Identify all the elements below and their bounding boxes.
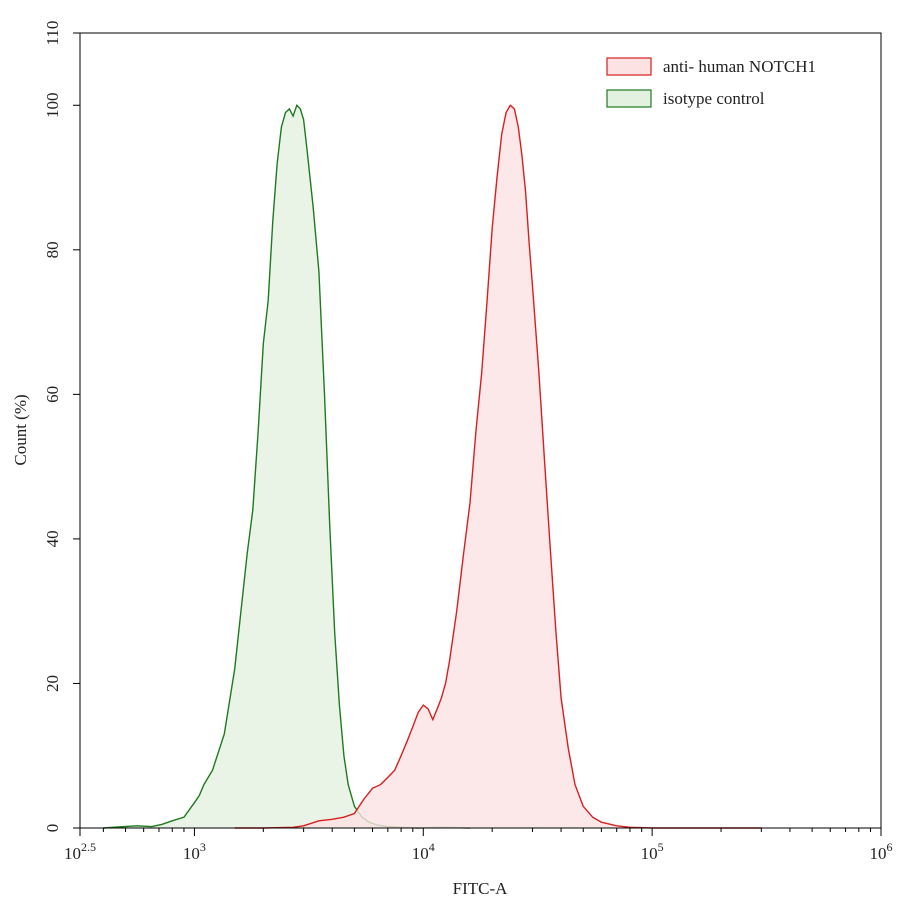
plot-frame (79, 32, 882, 829)
x-tick-label-3: 105 (641, 840, 664, 863)
x-tick-label-2: 104 (412, 840, 435, 863)
x-tick-label-0: 102.5 (64, 840, 96, 863)
legend-swatch-0 (606, 57, 652, 76)
y-tick-label-3: 60 (43, 386, 62, 403)
legend: anti- human NOTCH1 isotype control (606, 57, 816, 108)
series-layer (103, 103, 762, 829)
legend-label-1: isotype control (663, 89, 765, 108)
x-axis: 102.5 103 104 105 106 (64, 828, 893, 863)
y-tick-label-1: 20 (43, 675, 62, 692)
x-tick-label-1: 103 (183, 840, 206, 863)
series-area-0 (103, 105, 471, 829)
y-axis: 0 20 40 60 80 100 110 (43, 21, 80, 833)
x-axis-title: FITC-A (453, 879, 509, 898)
legend-swatch-1 (606, 89, 652, 108)
legend-label-0: anti- human NOTCH1 (663, 57, 816, 76)
y-tick-label-6: 110 (43, 21, 62, 46)
x-tick-label-4: 106 (870, 840, 893, 863)
y-tick-label-0: 0 (43, 824, 62, 833)
y-tick-label-5: 100 (43, 93, 62, 119)
y-tick-label-4: 80 (43, 241, 62, 258)
series-area-1 (234, 105, 762, 829)
y-axis-title: Count (%) (11, 394, 30, 465)
series-line-1 (234, 104, 762, 829)
y-tick-label-2: 40 (43, 530, 62, 547)
